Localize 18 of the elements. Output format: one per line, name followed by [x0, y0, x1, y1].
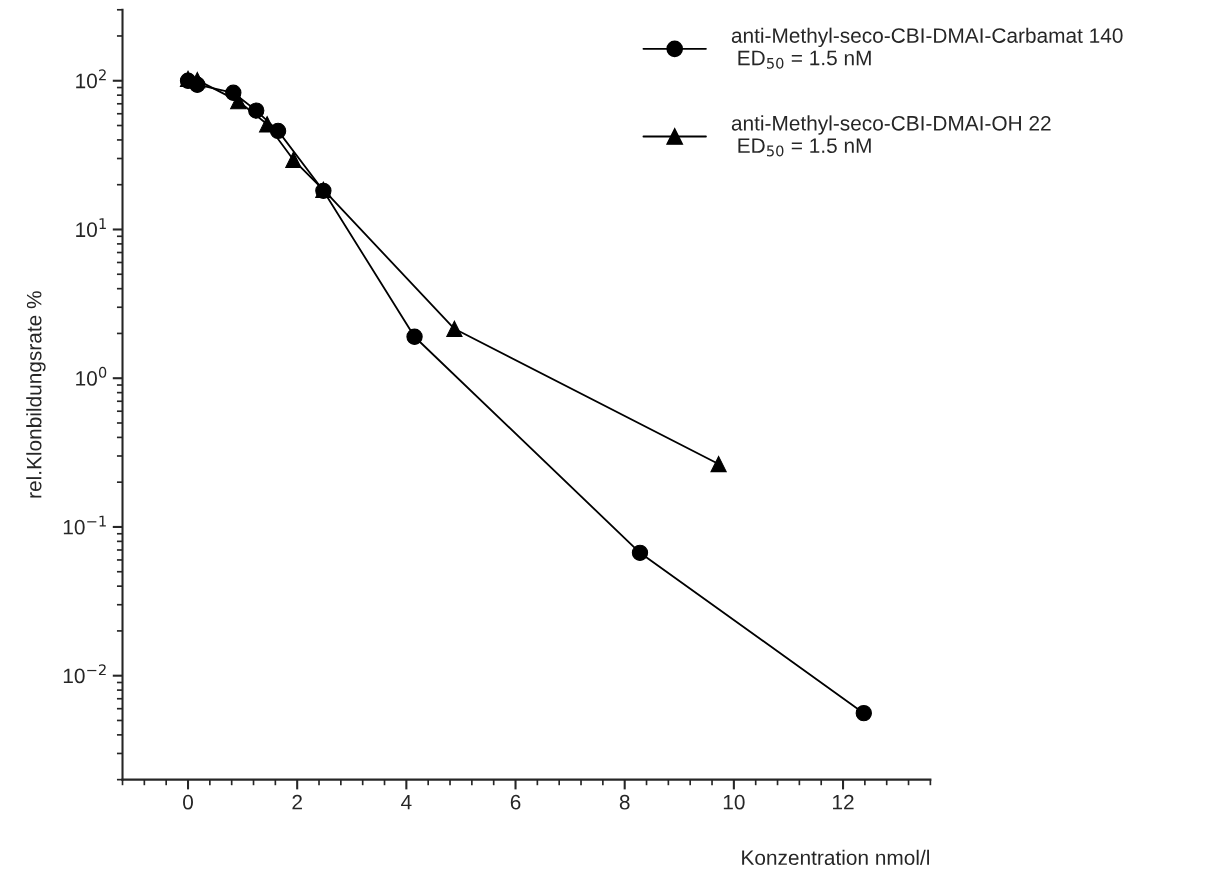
x-tick-label: 6 [510, 794, 521, 810]
y-tick-label: 10$^{0}$ [76, 366, 107, 386]
x-tick-label: 8 [619, 794, 630, 810]
y-tick-label: 10$^{1}$ [76, 218, 106, 238]
y-axis-title: rel.Klonbildungsrate % [26, 291, 46, 498]
y-tick-label: 10$^{2}$ [76, 69, 106, 89]
x-tick-label: 0 [183, 794, 193, 810]
x-tick-label: 4 [401, 795, 412, 810]
y-tick-label: 10$^{−1}$ [63, 515, 106, 535]
y-tick-label: 10$^{−2}$ [63, 664, 106, 684]
x-tick-label: 10 [723, 794, 745, 810]
annotation: ED$_{50}$ = 1.5 nM [738, 138, 871, 157]
x-axis-title: Konzentration nmol/l [742, 849, 929, 866]
x-tick-label: 12 [833, 794, 854, 810]
annotation: ED$_{50}$ = 1.5 nM [738, 50, 871, 69]
legend-label: anti-Methyl-seco-CBI-DMAI-Carbamat 140 [731, 27, 1123, 48]
legend-label: anti-Methyl-seco-CBI-DMAI-OH 22 [731, 115, 1051, 135]
x-tick-label: 2 [292, 794, 302, 810]
